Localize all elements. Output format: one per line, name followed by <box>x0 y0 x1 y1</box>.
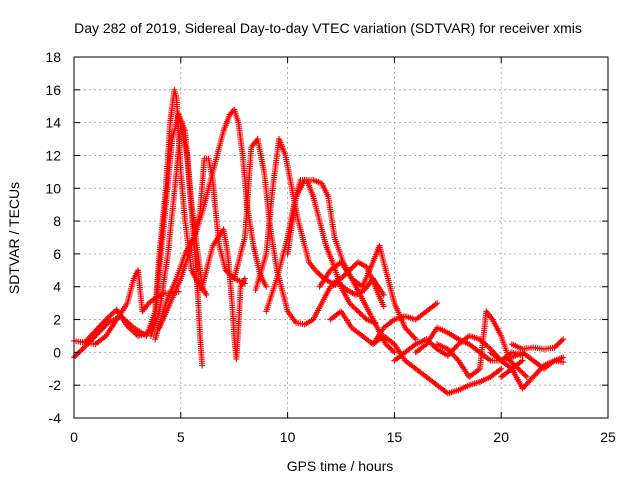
y-axis-label: SDTVAR / TECUs <box>6 182 22 294</box>
series-markers <box>199 226 248 362</box>
series-line <box>201 227 246 359</box>
series-layer <box>71 86 567 397</box>
chart-title: Day 282 of 2019, Sidereal Day-to-day VTE… <box>74 20 582 36</box>
series-line <box>319 243 417 340</box>
grid-layer <box>74 57 608 418</box>
y-tick-label: 12 <box>45 147 61 163</box>
y-tick-label: -2 <box>49 377 62 393</box>
series-trace-12 <box>316 242 419 343</box>
series-trace-4 <box>147 122 206 369</box>
series-trace-19 <box>498 357 567 392</box>
x-axis-label: GPS time / hours <box>287 458 394 474</box>
y-tick-label: 14 <box>45 115 61 131</box>
x-tick-label: 15 <box>387 429 403 445</box>
series-markers <box>370 332 505 397</box>
y-tick-label: 2 <box>53 312 61 328</box>
series-trace-9 <box>252 136 387 310</box>
series-trace-8 <box>231 136 387 328</box>
ticks-layer: 0 5 10 15 20 25 -4 -2 0 2 4 6 8 10 12 14 16 18 <box>45 49 616 445</box>
series-markers <box>231 136 387 328</box>
series-trace-17 <box>434 308 530 380</box>
series-markers <box>498 357 567 392</box>
x-tick-label: 0 <box>70 429 78 445</box>
series-markers <box>434 308 530 380</box>
series-markers <box>156 106 270 331</box>
x-tick-label: 5 <box>177 429 185 445</box>
series-markers <box>316 242 419 343</box>
y-tick-label: 16 <box>45 82 61 98</box>
y-tick-label: -4 <box>49 410 62 426</box>
x-tick-label: 20 <box>493 429 509 445</box>
series-trace-6 <box>156 106 270 331</box>
series-markers <box>508 336 567 353</box>
x-tick-label: 10 <box>280 429 296 445</box>
series-markers <box>147 122 206 369</box>
y-tick-label: 8 <box>53 213 61 229</box>
y-tick-label: 0 <box>53 344 61 360</box>
plot-frame <box>73 56 609 419</box>
y-tick-label: 18 <box>45 49 61 65</box>
x-tick-label: 25 <box>600 429 616 445</box>
y-tick-label: 6 <box>53 246 61 262</box>
y-tick-label: 4 <box>53 279 61 295</box>
series-trace-20 <box>508 336 567 353</box>
series-trace-14 <box>370 332 505 397</box>
y-tick-label: 10 <box>45 180 61 196</box>
series-trace-7 <box>199 226 248 362</box>
